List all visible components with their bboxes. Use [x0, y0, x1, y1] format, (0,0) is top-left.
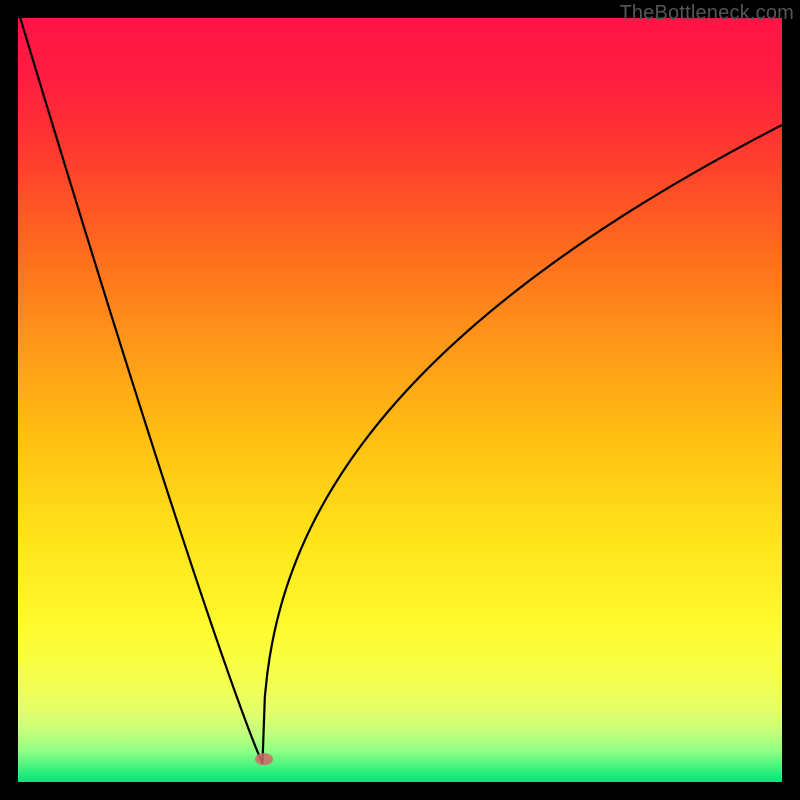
chart-svg	[0, 0, 800, 800]
watermark-text: TheBottleneck.com	[619, 2, 794, 25]
bottleneck-marker	[255, 753, 273, 765]
chart-frame	[0, 0, 800, 800]
gradient-background	[18, 18, 782, 782]
